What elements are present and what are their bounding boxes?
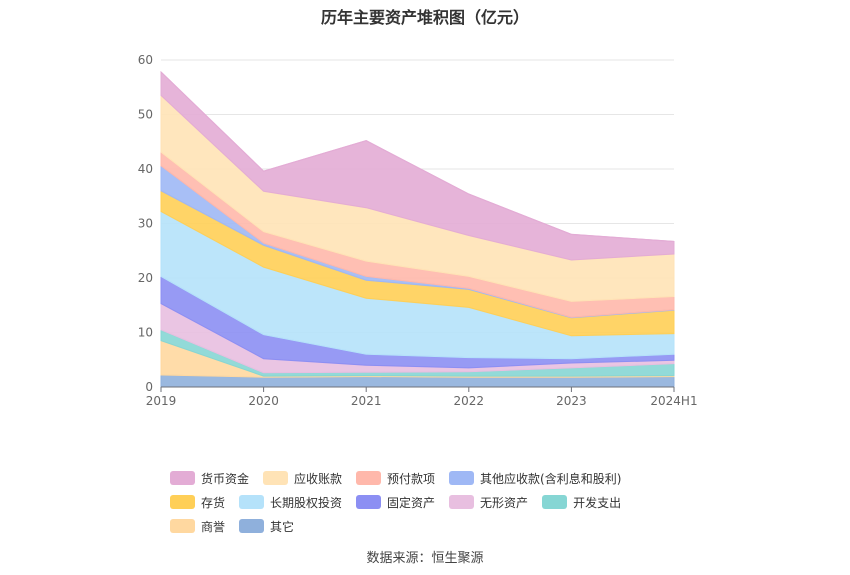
- legend-swatch: [170, 495, 195, 509]
- legend-label: 无形资产: [480, 495, 529, 510]
- y-tick-label: 10: [138, 326, 153, 340]
- legend-label: 预付款项: [387, 471, 436, 486]
- stacked-areas: [160, 70, 675, 388]
- chart-title: 历年主要资产堆积图（亿元）: [320, 8, 529, 27]
- legend-label: 其它: [270, 519, 295, 534]
- axes: 0 10 20 30 40 50 60 2019 2020 2021 2022 2023 2024H1: [138, 53, 698, 408]
- legend-swatch: [449, 495, 475, 509]
- y-tick-label: 30: [138, 217, 153, 231]
- y-tick-label: 50: [138, 108, 153, 122]
- legend-swatch: [170, 471, 195, 485]
- legend-item[interactable]: 其他应收款(含利息和股利): [449, 470, 621, 486]
- legend-label: 开发支出: [573, 495, 622, 510]
- legend-item[interactable]: 固定资产: [356, 494, 435, 510]
- legend-swatch: [356, 471, 382, 485]
- legend-label: 货币资金: [201, 471, 250, 486]
- legend-item[interactable]: 无形资产: [449, 494, 528, 510]
- legend-item[interactable]: 长期股权投资: [239, 494, 342, 510]
- legend-item[interactable]: 应收账款: [263, 470, 342, 486]
- y-tick-label: 20: [138, 271, 153, 285]
- legend-label: 长期股权投资: [270, 495, 343, 510]
- legend-item[interactable]: 商誉: [170, 518, 225, 534]
- legend: 货币资金 应收账款 预付款项 其他应收款(含利息和股利) 存货 长期股权投资 固定资产 无形资…: [170, 470, 690, 534]
- legend-item[interactable]: 开发支出: [542, 494, 621, 510]
- x-tick-label: 2019: [146, 394, 177, 408]
- legend-label: 应收账款: [294, 471, 343, 486]
- x-tick-label: 2023: [556, 394, 587, 408]
- legend-swatch: [239, 519, 265, 533]
- legend-swatch: [449, 471, 475, 485]
- y-tick-label: 40: [138, 162, 153, 176]
- series-line-10: [160, 71, 675, 243]
- legend-swatch: [356, 495, 382, 509]
- legend-swatch: [170, 519, 195, 533]
- legend-label: 其他应收款(含利息和股利): [480, 471, 622, 486]
- x-tick-label: 2022: [454, 394, 485, 408]
- legend-item[interactable]: 预付款项: [356, 470, 435, 486]
- x-tick-label: 2024H1: [650, 394, 697, 408]
- legend-swatch: [542, 495, 568, 509]
- legend-item[interactable]: 存货: [170, 494, 225, 510]
- x-tick-label: 2021: [351, 394, 382, 408]
- legend-item[interactable]: 货币资金: [170, 470, 249, 486]
- chart-plot: 0 10 20 30 40 50 60 2019 2020 2021 2022 2023 2024H1: [138, 53, 698, 408]
- data-source: 数据来源：恒生聚源: [366, 551, 484, 566]
- legend-swatch: [239, 495, 265, 509]
- y-tick-label: 60: [138, 53, 153, 67]
- y-tick-label: 0: [145, 380, 153, 394]
- x-tick-label: 2020: [248, 394, 279, 408]
- legend-item[interactable]: 其它: [239, 518, 294, 534]
- legend-swatch: [263, 471, 289, 485]
- legend-label: 存货: [201, 495, 226, 510]
- legend-label: 固定资产: [387, 495, 436, 510]
- legend-label: 商誉: [201, 519, 226, 534]
